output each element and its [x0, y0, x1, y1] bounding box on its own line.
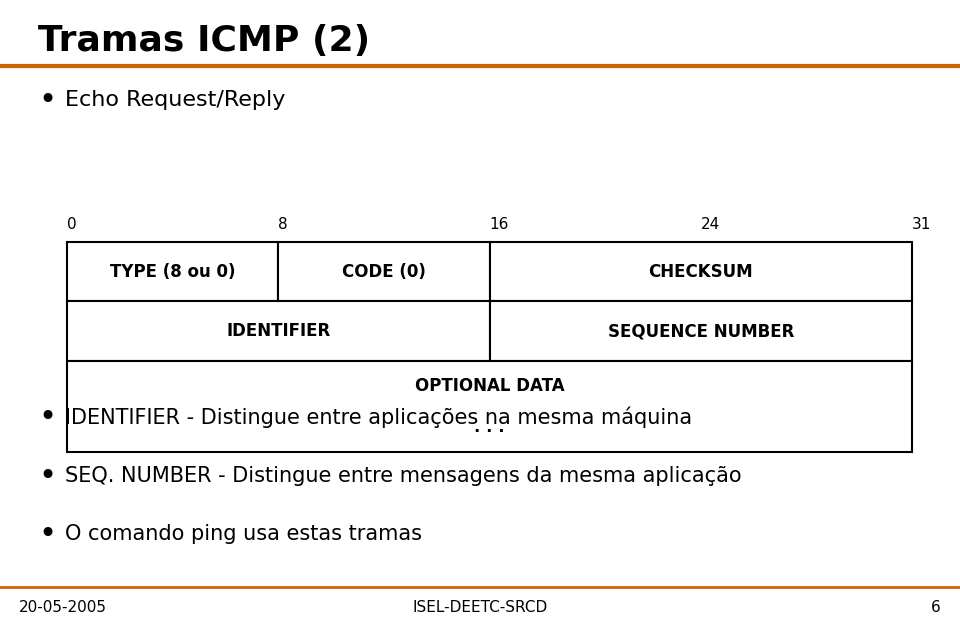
Text: 8: 8 [278, 217, 288, 232]
Bar [490, 242, 912, 301]
Bar [67, 242, 278, 301]
Text: •: • [38, 462, 57, 490]
Text: 0: 0 [67, 217, 77, 232]
Text: SEQUENCE NUMBER: SEQUENCE NUMBER [608, 322, 794, 340]
Text: IDENTIFIER: IDENTIFIER [227, 322, 330, 340]
Text: 31: 31 [912, 217, 931, 232]
Text: 16: 16 [490, 217, 509, 232]
Text: •: • [38, 520, 57, 549]
Text: Echo Request/Reply: Echo Request/Reply [65, 90, 286, 111]
Bar [490, 301, 912, 361]
Text: •: • [38, 86, 57, 115]
Text: Tramas ICMP (2): Tramas ICMP (2) [38, 24, 371, 58]
Text: IDENTIFIER - Distingue entre aplicações na mesma máquina: IDENTIFIER - Distingue entre aplicações … [65, 407, 692, 428]
Text: •: • [38, 403, 57, 432]
Text: O comando ping usa estas tramas: O comando ping usa estas tramas [65, 524, 422, 544]
Text: SEQ. NUMBER - Distingue entre mensagens da mesma aplicação: SEQ. NUMBER - Distingue entre mensagens … [65, 466, 742, 486]
Text: OPTIONAL DATA

. . .: OPTIONAL DATA . . . [415, 377, 564, 436]
Bar [278, 242, 490, 301]
Text: 20-05-2005: 20-05-2005 [19, 600, 108, 615]
Text: ISEL-DEETC-SRCD: ISEL-DEETC-SRCD [413, 600, 547, 615]
Bar [67, 301, 490, 361]
Text: CHECKSUM: CHECKSUM [649, 263, 753, 281]
Bar [67, 361, 912, 452]
Text: CODE (0): CODE (0) [342, 263, 426, 281]
Text: 6: 6 [931, 600, 941, 615]
Text: 24: 24 [701, 217, 720, 232]
Text: TYPE (8 ou 0): TYPE (8 ou 0) [110, 263, 235, 281]
